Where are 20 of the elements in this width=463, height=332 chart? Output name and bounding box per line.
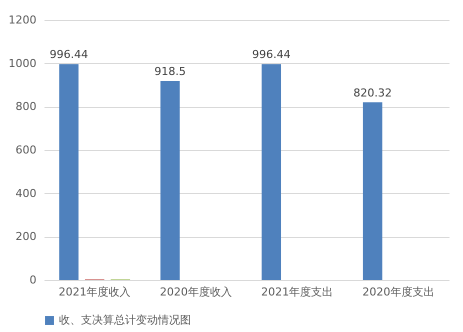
bar [59, 64, 79, 280]
x-tick-label: 2021年度收入 [58, 286, 131, 298]
data-label: 996.44 [252, 48, 291, 62]
data-label: 820.32 [353, 86, 392, 100]
bar [362, 102, 382, 280]
bar [262, 64, 282, 280]
x-tick-label: 2021年度支出 [261, 286, 334, 298]
data-label: 918.5 [154, 64, 186, 78]
bar [160, 80, 180, 280]
y-tick-label: 1000 [8, 56, 36, 70]
x-tick-label: 2020年度支出 [362, 286, 434, 298]
x-tick-label: 2020年度收入 [160, 286, 232, 298]
y-tick-label: 200 [16, 230, 36, 244]
legend-label: 收、支决算总计变动情况图 [59, 314, 191, 326]
y-tick-label: 0 [30, 274, 36, 286]
y-tick-label: 600 [16, 144, 36, 156]
y-tick-label: 800 [16, 100, 36, 114]
data-label: 996.44 [50, 48, 88, 62]
y-tick-label: 400 [16, 186, 36, 200]
y-tick-label: 1200 [8, 14, 36, 26]
